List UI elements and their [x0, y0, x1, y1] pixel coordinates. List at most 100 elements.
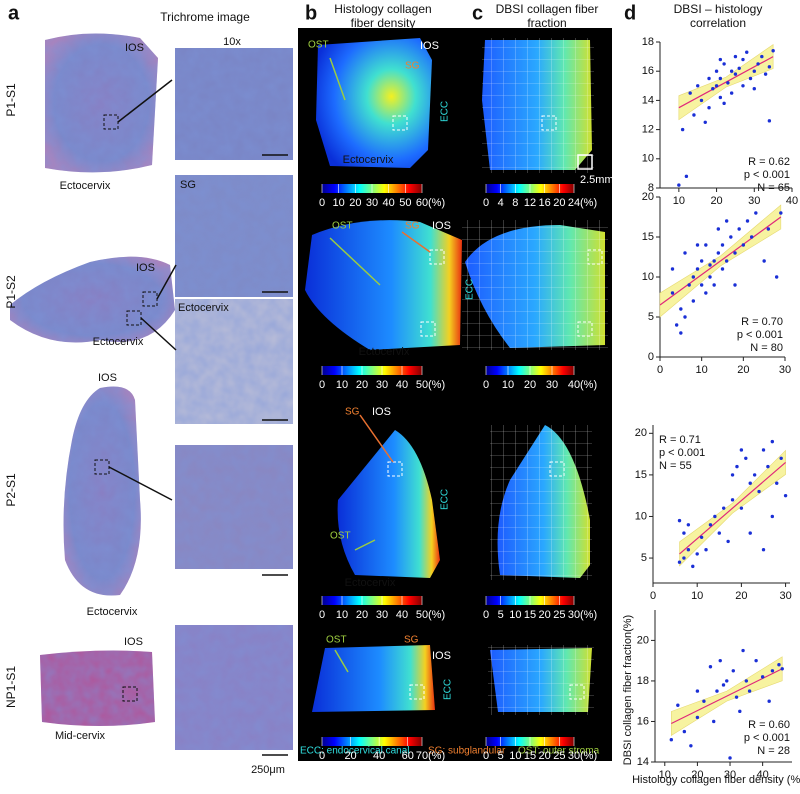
colorbar: [322, 596, 422, 605]
colorbar-label: 10: [509, 750, 521, 762]
x-tick-label: 20: [691, 769, 703, 781]
data-point: [729, 235, 733, 239]
colorbar-label: 8: [512, 197, 518, 209]
legend-entry: ECC: endocervical canal: [300, 746, 410, 757]
colorbar-label: 25: [553, 750, 565, 762]
colorbar-label: 20: [553, 197, 565, 209]
data-point: [745, 219, 750, 223]
data-point: [670, 267, 675, 271]
label: IOS: [98, 372, 117, 384]
data-point: [689, 744, 693, 748]
x-tick-label: 30: [724, 769, 736, 781]
data-point: [748, 531, 752, 535]
colorbar-label: 15: [524, 750, 536, 762]
data-point: [761, 548, 766, 552]
data-point: [730, 498, 735, 502]
data-point: [695, 267, 700, 271]
data-point: [728, 756, 732, 760]
x-tick-label: 20: [737, 364, 749, 376]
data-point: [682, 531, 686, 535]
data-point: [760, 675, 765, 679]
data-point: [779, 456, 783, 460]
colorbar-unit: (%): [428, 609, 445, 621]
data-point: [677, 560, 682, 564]
label: IOS: [124, 636, 143, 648]
colorbar-label: 0: [319, 609, 325, 621]
data-point: [739, 448, 744, 452]
colorbar-label: 60: [416, 197, 428, 209]
colorbar-label: 24: [568, 197, 580, 209]
data-point: [699, 259, 704, 263]
data-point: [691, 564, 695, 569]
data-point: [718, 57, 723, 62]
colorbar: [322, 366, 422, 375]
data-point: [703, 120, 707, 125]
panel-title: DBSI – histology: [674, 2, 763, 16]
colorbar-unit: (%): [428, 197, 445, 209]
data-point: [669, 738, 674, 742]
label: Ectocervix: [345, 577, 396, 589]
data-point: [720, 243, 725, 247]
legend-entry: OST: outer stroma: [518, 746, 600, 757]
y-tick-label: 10: [642, 271, 654, 283]
colorbar-label: 20: [539, 750, 551, 762]
x-axis-label: Histology collagen fiber density (%): [632, 774, 800, 786]
data-point: [695, 552, 699, 556]
colorbar-label: 0: [483, 609, 489, 621]
data-point: [677, 518, 682, 523]
data-point: [714, 69, 719, 73]
data-point: [691, 299, 696, 303]
label: IOS: [432, 220, 451, 232]
data-point: [771, 49, 775, 53]
panel-title: fiber density: [351, 16, 416, 30]
data-point: [763, 72, 768, 76]
x-tick-label: 10: [659, 769, 671, 781]
y-tick-label: 18: [637, 675, 649, 687]
colorbar-label: 10: [509, 609, 521, 621]
data-point: [677, 183, 681, 187]
data-point: [676, 703, 680, 707]
data-point: [749, 235, 754, 239]
data-point: [756, 62, 760, 66]
colorbar-label: 30: [568, 750, 580, 762]
sample-name: NP1-S1: [4, 666, 18, 708]
y-tick-label: 12: [642, 124, 654, 136]
data-point: [783, 493, 788, 498]
label: IOS: [125, 42, 144, 54]
data-point: [737, 66, 741, 70]
data-point: [716, 251, 721, 255]
data-point: [757, 489, 761, 494]
label: IOS: [420, 40, 439, 52]
data-point: [724, 219, 729, 223]
data-point: [679, 331, 683, 335]
data-point: [725, 679, 729, 683]
colorbar-unit: (%): [580, 750, 597, 762]
colorbar-label: 5: [498, 609, 504, 621]
data-point: [752, 473, 757, 477]
x-tick-label: 40: [786, 195, 798, 207]
data-point: [744, 456, 748, 460]
colorbar-label: 10: [502, 379, 514, 391]
data-point: [695, 715, 700, 720]
data-point: [737, 227, 741, 231]
data-point: [711, 87, 715, 91]
label: SG: [404, 635, 419, 646]
colorbar-label: 20: [349, 197, 361, 209]
label: SG: [345, 407, 360, 418]
data-point: [708, 263, 712, 267]
stat-label: p < 0.001: [737, 329, 783, 341]
data-point: [761, 448, 766, 452]
data-point: [682, 729, 687, 734]
data-point: [729, 69, 734, 73]
data-point: [683, 251, 687, 255]
data-point: [718, 658, 722, 663]
y-tick-label: 20: [642, 191, 654, 203]
x-tick-label: 30: [779, 364, 791, 376]
label: IOS: [372, 406, 391, 418]
colorbar-unit: (%): [580, 609, 597, 621]
y-tick-label: 10: [635, 510, 647, 522]
data-point: [686, 548, 691, 552]
colorbar-label: 10: [336, 379, 348, 391]
panel-letter: c: [472, 2, 483, 24]
colorbar-label: 70: [416, 750, 428, 762]
